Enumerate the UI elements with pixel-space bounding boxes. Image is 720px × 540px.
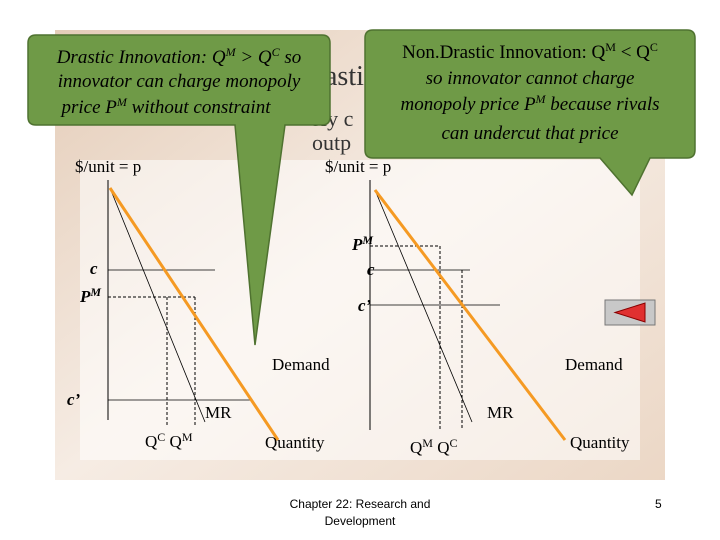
text-segment: M (116, 95, 128, 109)
text-segment: M (182, 430, 193, 444)
mr-curve (374, 189, 473, 423)
demand-label: Demand (565, 355, 623, 374)
mr-curve (109, 187, 206, 423)
callout-left (27, 34, 331, 346)
text-segment: Drastic Innovation: Q (56, 47, 226, 68)
callout-text: Drastic Innovation: QM > QC so (56, 45, 302, 68)
callout-text: Non.Drastic Innovation: QM < QC (402, 40, 658, 63)
text-segment: Q (433, 438, 450, 457)
q-labels: QC QM (145, 430, 193, 451)
demand-curve (373, 189, 567, 441)
q-labels: QM QC (410, 436, 458, 457)
left-diagram: $/unit = p c PM c’ Demand MR QC QM Quant… (67, 157, 330, 452)
text-segment: so (280, 47, 302, 68)
callout-text: price PM without constraint (60, 95, 272, 118)
page-number: 5 (655, 497, 662, 511)
demand-curve (108, 187, 280, 441)
text-segment: M (535, 92, 547, 106)
text-segment: M (225, 45, 237, 59)
pm-label: PM (79, 285, 101, 306)
text-segment: M (422, 436, 433, 450)
text-segment: Q (410, 438, 422, 457)
text-segment: M (605, 40, 616, 54)
c-prime-label: c’ (67, 390, 81, 409)
text-segment: > Q (236, 47, 272, 68)
text-segment: Q (145, 432, 157, 451)
c-label: c (367, 260, 375, 279)
footer-text: Chapter 22: Research and (290, 497, 431, 511)
callout-text: innovator can charge monopoly (58, 71, 301, 92)
x-axis-label: Quantity (570, 433, 630, 452)
callout-right (364, 29, 696, 197)
text-segment: price P (60, 97, 118, 118)
text-segment: C (157, 430, 165, 444)
footer-text: Development (325, 514, 396, 528)
callout-text: monopoly price PM because rivals (400, 92, 659, 115)
demand-label: Demand (272, 355, 330, 374)
mr-label: MR (487, 403, 514, 422)
text-segment: M (89, 285, 101, 299)
pm-label: PM (351, 233, 373, 254)
text-segment: Q (165, 432, 182, 451)
callout-text: can undercut that price (441, 123, 618, 144)
text-segment: C (272, 45, 281, 59)
text-segment: P (79, 287, 91, 306)
title-fragment: outp (312, 130, 351, 155)
y-axis-label: $/unit = p (325, 157, 391, 176)
x-axis-label: Quantity (265, 433, 325, 452)
text-segment: C (650, 40, 658, 54)
diagram-panel (80, 160, 640, 460)
text-segment: monopoly price P (400, 94, 535, 115)
text-segment: without constraint (127, 97, 271, 118)
text-segment: < Q (616, 42, 650, 63)
c-prime-label: c’ (358, 296, 372, 315)
text-segment: M (361, 233, 373, 247)
mr-label: MR (205, 403, 232, 422)
right-diagram: $/unit = p PM c c’ Demand MR QM QC Quant… (325, 157, 630, 457)
back-button[interactable] (604, 299, 656, 326)
text-segment: because rivals (546, 94, 660, 115)
y-axis-label: $/unit = p (75, 157, 141, 176)
text-segment: P (351, 235, 363, 254)
text-segment: C (449, 436, 457, 450)
c-label: c (90, 259, 98, 278)
callout-text: so innovator cannot charge (426, 68, 635, 89)
back-arrow[interactable] (613, 302, 646, 323)
text-segment: Non.Drastic Innovation: Q (402, 42, 605, 63)
